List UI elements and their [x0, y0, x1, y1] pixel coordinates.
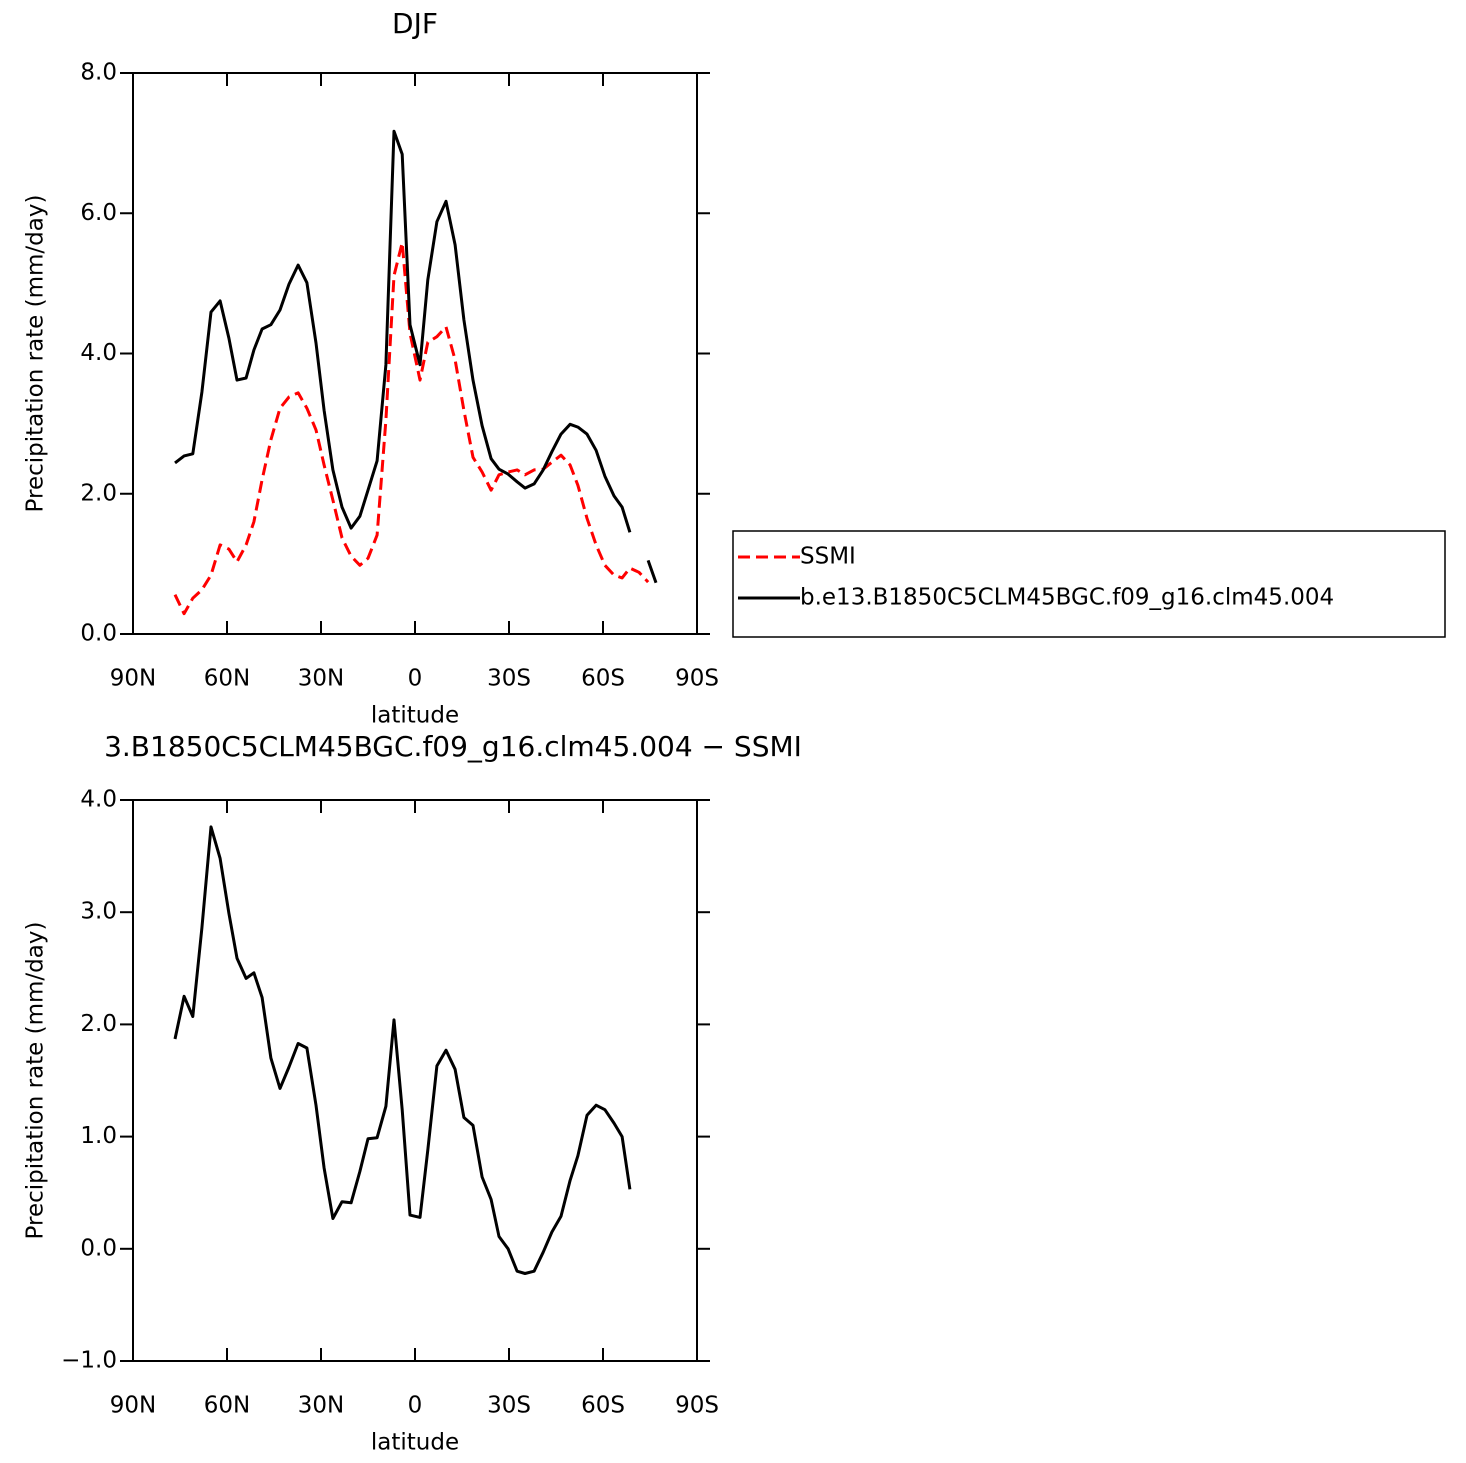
- x-tick-label: 30S: [487, 1393, 531, 1419]
- x-tick-label: 60N: [204, 1393, 250, 1419]
- chart-title: DJF: [392, 7, 438, 40]
- x-tick-label: 90N: [110, 666, 156, 692]
- series-line: [173, 241, 650, 616]
- y-axis-label: Precipitation rate (mm/day): [23, 922, 49, 1240]
- chart-title: 3.B1850C5CLM45BGC.f09_g16.clm45.004 − SS…: [104, 730, 802, 763]
- x-tick-label: 0: [408, 1393, 423, 1419]
- x-tick-label: 60S: [581, 666, 625, 692]
- y-tick-label: 1.0: [80, 1123, 117, 1149]
- x-axis-label: latitude: [371, 703, 459, 729]
- y-axis-label: Precipitation rate (mm/day): [23, 195, 49, 513]
- legend-label: SSMI: [800, 544, 856, 570]
- x-tick-label: 90N: [110, 1393, 156, 1419]
- x-tick-label: 30N: [298, 666, 344, 692]
- y-tick-label: 2.0: [80, 1011, 117, 1037]
- x-tick-label: 60S: [581, 1393, 625, 1419]
- x-tick-label: 0: [408, 666, 423, 692]
- y-tick-label: 0.0: [80, 1235, 117, 1261]
- y-tick-label: 4.0: [80, 787, 117, 813]
- y-tick-label: 2.0: [80, 480, 117, 506]
- x-tick-label: 90S: [675, 666, 719, 692]
- y-tick-label: 6.0: [80, 200, 117, 226]
- y-tick-label: 4.0: [80, 340, 117, 366]
- x-tick-label: 30S: [487, 666, 531, 692]
- y-tick-label: 8.0: [80, 60, 117, 86]
- x-axis-label: latitude: [371, 1430, 459, 1456]
- series-line: [174, 129, 658, 584]
- legend-box: [732, 530, 1446, 638]
- legend-label: b.e13.B1850C5CLM45BGC.f09_g16.clm45.004: [800, 585, 1334, 611]
- plot-frame: [132, 799, 698, 1362]
- x-tick-label: 90S: [675, 1393, 719, 1419]
- x-tick-label: 30N: [298, 1393, 344, 1419]
- x-tick-label: 60N: [204, 666, 250, 692]
- series-line: [173, 825, 632, 1275]
- y-tick-label: 0.0: [80, 621, 117, 647]
- y-tick-label: 3.0: [80, 899, 117, 925]
- y-tick-label: −1.0: [61, 1348, 117, 1374]
